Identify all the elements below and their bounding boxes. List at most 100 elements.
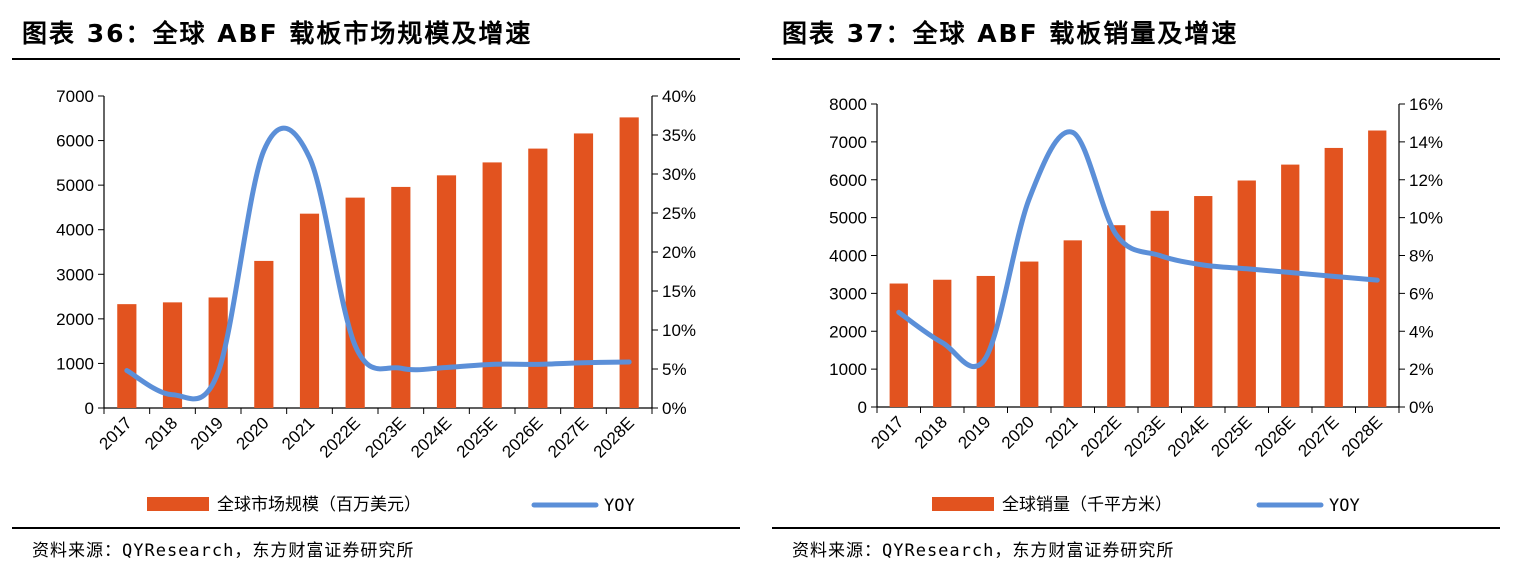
sales-volume-chart: 0 1000 2000 3000 4000 5000 6000 7000 8000 0% 2% 4% 6…	[829, 95, 1443, 516]
yoy-line	[124, 125, 632, 402]
x-tick-label: 2027E	[1294, 412, 1342, 460]
x-tick-label: 2022E	[1077, 412, 1125, 460]
x-tick-label: 2026E	[1251, 412, 1299, 460]
figure-title: 图表 36：全球 ABF 载板市场规模及增速	[22, 19, 533, 48]
bar	[619, 117, 639, 408]
x-tick-label: 2025E	[1207, 412, 1255, 460]
left-tick-label: 5000	[56, 176, 94, 195]
right-tick-label: 15%	[662, 282, 696, 301]
x-tick-label: 2018	[141, 413, 181, 453]
left-tick-label: 1000	[56, 354, 94, 373]
bar	[391, 186, 411, 408]
top-rule	[12, 58, 740, 60]
bar	[1281, 164, 1300, 407]
bar	[117, 304, 137, 408]
legend-bar-swatch	[147, 497, 209, 511]
bar	[1194, 196, 1213, 407]
left-tick-label: 0	[85, 399, 94, 418]
left-tick-label: 3000	[56, 265, 94, 284]
right-tick-label: 12%	[1409, 171, 1443, 190]
bar	[528, 148, 548, 408]
right-tick-label: 0%	[662, 399, 687, 418]
bar	[1020, 261, 1039, 407]
right-tick-label: 5%	[662, 360, 687, 379]
left-tick-label: 5000	[829, 209, 867, 228]
left-tick-label: 6000	[829, 171, 867, 190]
right-tick-label: 0%	[1409, 398, 1434, 417]
x-tick-label: 2020	[232, 413, 272, 453]
right-tick-label: 40%	[662, 87, 696, 106]
x-tick-label: 2023E	[1120, 412, 1168, 460]
market-size-chart: 0 1000 2000 3000 4000 5000 6000 7000 0% 5% 10% 15% 2…	[56, 87, 696, 516]
source-note: 资料来源：QYResearch，东方财富证券研究所	[792, 541, 1175, 561]
bar	[1107, 225, 1126, 407]
x-tick-label: 2017	[867, 412, 907, 452]
bar	[573, 133, 594, 408]
legend-bar-label: 全球市场规模（百万美元）	[217, 495, 421, 515]
bottom-rule	[12, 527, 740, 529]
left-tick-label: 2000	[829, 322, 867, 341]
left-tick-label: 6000	[56, 132, 94, 151]
left-tick-label: 7000	[829, 133, 867, 152]
bar	[162, 302, 183, 408]
right-tick-label: 10%	[662, 321, 696, 340]
x-tick-label: 2028E	[590, 413, 638, 461]
legend-line-label: YOY	[604, 496, 635, 516]
x-tick-label: 2024E	[407, 413, 455, 461]
left-tick-label: 1000	[829, 360, 867, 379]
bar	[436, 175, 457, 408]
legend-line-label: YOY	[1329, 496, 1360, 516]
legend-bar-label: 全球销量（千平方米）	[1002, 495, 1172, 515]
right-tick-label: 6%	[1409, 284, 1434, 303]
left-tick-label: 2000	[56, 310, 94, 329]
bar	[254, 260, 274, 408]
bar	[1150, 210, 1169, 407]
right-tick-label: 25%	[662, 204, 696, 223]
x-tick-label: 2022E	[316, 413, 364, 461]
x-tick-label: 2017	[95, 413, 135, 453]
bar	[1237, 180, 1256, 407]
bar	[1368, 130, 1387, 407]
left-tick-label: 3000	[829, 284, 867, 303]
bar	[889, 283, 908, 407]
right-tick-label: 8%	[1409, 247, 1434, 266]
x-tick-label: 2024E	[1164, 412, 1212, 460]
x-tick-label: 2019	[954, 412, 994, 452]
x-tick-label: 2028E	[1338, 412, 1386, 460]
left-tick-label: 4000	[829, 247, 867, 266]
x-tick-label: 2021	[1041, 412, 1081, 452]
x-tick-label: 2021	[278, 413, 318, 453]
right-tick-label: 2%	[1409, 360, 1434, 379]
left-tick-label: 4000	[56, 221, 94, 240]
legend-bar-swatch	[932, 497, 994, 511]
left-tick-label: 0	[858, 398, 867, 417]
bar	[976, 275, 995, 407]
right-tick-label: 20%	[662, 243, 696, 262]
yoy-line	[896, 129, 1380, 369]
right-tick-label: 35%	[662, 126, 696, 145]
bar	[1063, 240, 1082, 407]
left-tick-label: 7000	[56, 87, 94, 106]
figure-title: 图表 37：全球 ABF 载板销量及增速	[782, 19, 1239, 48]
chart-panel-right: 图表 37：全球 ABF 载板销量及增速 0 1000 2000 3000 4000 50…	[772, 0, 1500, 575]
bottom-rule	[772, 527, 1500, 529]
right-tick-label: 10%	[1409, 209, 1443, 228]
x-tick-label: 2019	[187, 413, 227, 453]
x-tick-label: 2018	[911, 412, 951, 452]
bar	[345, 197, 365, 408]
top-rule	[772, 58, 1500, 60]
source-note: 资料来源：QYResearch，东方财富证券研究所	[32, 541, 415, 561]
right-tick-label: 30%	[662, 165, 696, 184]
left-tick-label: 8000	[829, 95, 867, 114]
right-tick-label: 16%	[1409, 95, 1443, 114]
x-tick-label: 2025E	[453, 413, 501, 461]
x-tick-label: 2020	[998, 412, 1038, 452]
bar	[482, 162, 502, 408]
right-tick-label: 14%	[1409, 133, 1443, 152]
x-tick-label: 2027E	[544, 413, 592, 461]
right-tick-label: 4%	[1409, 322, 1434, 341]
x-tick-label: 2023E	[361, 413, 409, 461]
bar	[299, 213, 320, 408]
x-tick-label: 2026E	[498, 413, 546, 461]
chart-panel-left: 图表 36：全球 ABF 载板市场规模及增速 0 1000 2000 3000 4000…	[12, 0, 740, 575]
